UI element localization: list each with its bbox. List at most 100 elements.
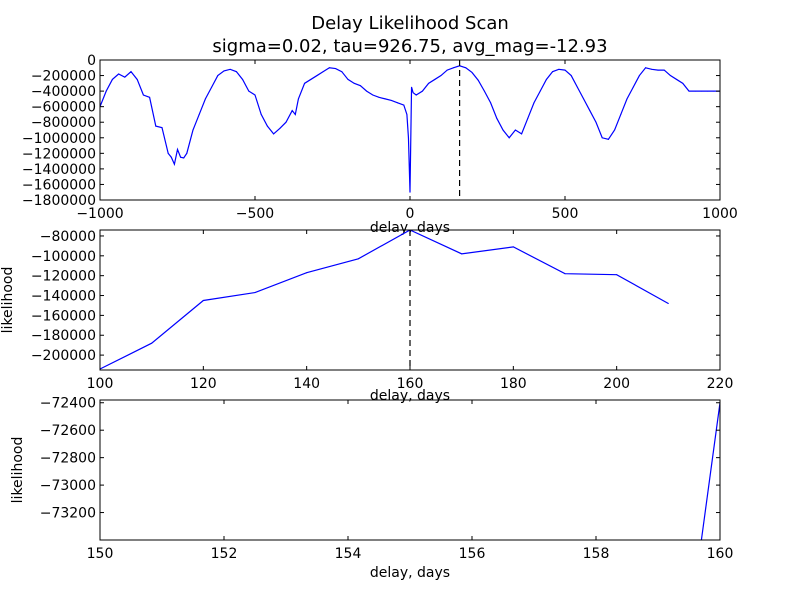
data-point [514, 129, 516, 131]
y-tick-label: −80000 [40, 229, 96, 245]
y-tick-label: −180000 [31, 328, 96, 344]
data-point [202, 299, 204, 301]
data-point [124, 76, 126, 78]
data-point [558, 68, 560, 70]
x-tick-label: 0 [406, 206, 415, 222]
data-point [151, 342, 153, 344]
data-point [397, 102, 399, 104]
data-point [632, 86, 634, 88]
data-point [434, 78, 436, 80]
series-line [100, 230, 669, 370]
data-point [204, 98, 206, 100]
y-tick-label: 0 [87, 53, 96, 69]
data-point [357, 258, 359, 260]
data-point [461, 253, 463, 255]
data-point [700, 90, 702, 92]
x-tick-label: −500 [236, 206, 274, 222]
data-point [322, 71, 324, 73]
data-point [155, 125, 157, 127]
data-point [576, 86, 578, 88]
data-point [229, 68, 231, 70]
data-point [294, 113, 296, 115]
data-point [539, 90, 541, 92]
data-point [254, 94, 256, 96]
data-point [273, 133, 275, 135]
data-point [626, 98, 628, 100]
data-point [595, 121, 597, 123]
data-point [235, 71, 237, 73]
data-point [638, 75, 640, 77]
y-tick-label: −200000 [31, 69, 96, 85]
data-point [570, 75, 572, 77]
data-point [130, 71, 132, 73]
data-point [366, 90, 368, 92]
data-point [142, 94, 144, 96]
data-point [676, 78, 678, 80]
data-point [496, 117, 498, 119]
y-tick-label: −1000000 [22, 131, 96, 147]
data-point [440, 75, 442, 77]
data-point [173, 163, 175, 165]
data-point [645, 67, 647, 69]
data-point [713, 90, 715, 92]
x-tick-label: 160 [707, 546, 734, 562]
data-point [508, 137, 510, 139]
data-point [415, 94, 417, 96]
data-point [477, 79, 479, 81]
x-tick-label: 120 [190, 376, 217, 392]
x-tick-label: 180 [500, 376, 527, 392]
data-point [297, 98, 299, 100]
data-point [545, 78, 547, 80]
data-point [291, 110, 293, 112]
data-point [186, 152, 188, 154]
data-point [607, 138, 609, 140]
data-point [409, 191, 411, 193]
data-point [266, 125, 268, 127]
data-point [390, 99, 392, 101]
x-tick-label: 150 [87, 546, 114, 562]
data-point [465, 67, 467, 69]
chart-title: Delay Likelihood Scan [311, 13, 509, 34]
data-point [279, 127, 281, 129]
data-point [601, 137, 603, 139]
x-tick-label: 154 [335, 546, 362, 562]
data-point [254, 292, 256, 294]
y-tick-label: −400000 [31, 84, 96, 100]
data-point [403, 104, 405, 106]
data-point [353, 82, 355, 84]
x-tick-label: 1000 [702, 206, 738, 222]
data-point [688, 90, 690, 92]
data-point [407, 137, 409, 139]
data-point [211, 86, 213, 88]
data-point [512, 246, 514, 248]
data-point [669, 75, 671, 77]
y-tick-label: −200000 [31, 348, 96, 364]
data-point [406, 113, 408, 115]
x-tick-label: 158 [583, 546, 610, 562]
x-axis-label: delay, days [370, 565, 450, 581]
y-tick-label: −1200000 [22, 146, 96, 162]
data-point [161, 127, 163, 129]
data-point [657, 69, 659, 71]
data-point [648, 68, 650, 70]
data-point [306, 272, 308, 274]
data-point [304, 82, 306, 84]
data-point [412, 92, 414, 94]
x-tick-label: 220 [707, 376, 734, 392]
data-point [564, 273, 566, 275]
data-point [260, 113, 262, 115]
axes-frame [99, 399, 721, 541]
y-tick-label: −600000 [31, 100, 96, 116]
y-tick-label: −1600000 [22, 177, 96, 193]
data-point [136, 78, 138, 80]
y-tick-label: −800000 [31, 115, 96, 131]
data-point [490, 102, 492, 104]
data-point [341, 71, 343, 73]
y-tick-label: −72400 [40, 396, 96, 412]
data-point [620, 113, 622, 115]
data-point [446, 69, 448, 71]
data-point [183, 157, 185, 159]
data-point [167, 152, 169, 154]
panel-1: −1000 −500 0 500 10000−200000−400000−600000−… [22, 53, 738, 236]
